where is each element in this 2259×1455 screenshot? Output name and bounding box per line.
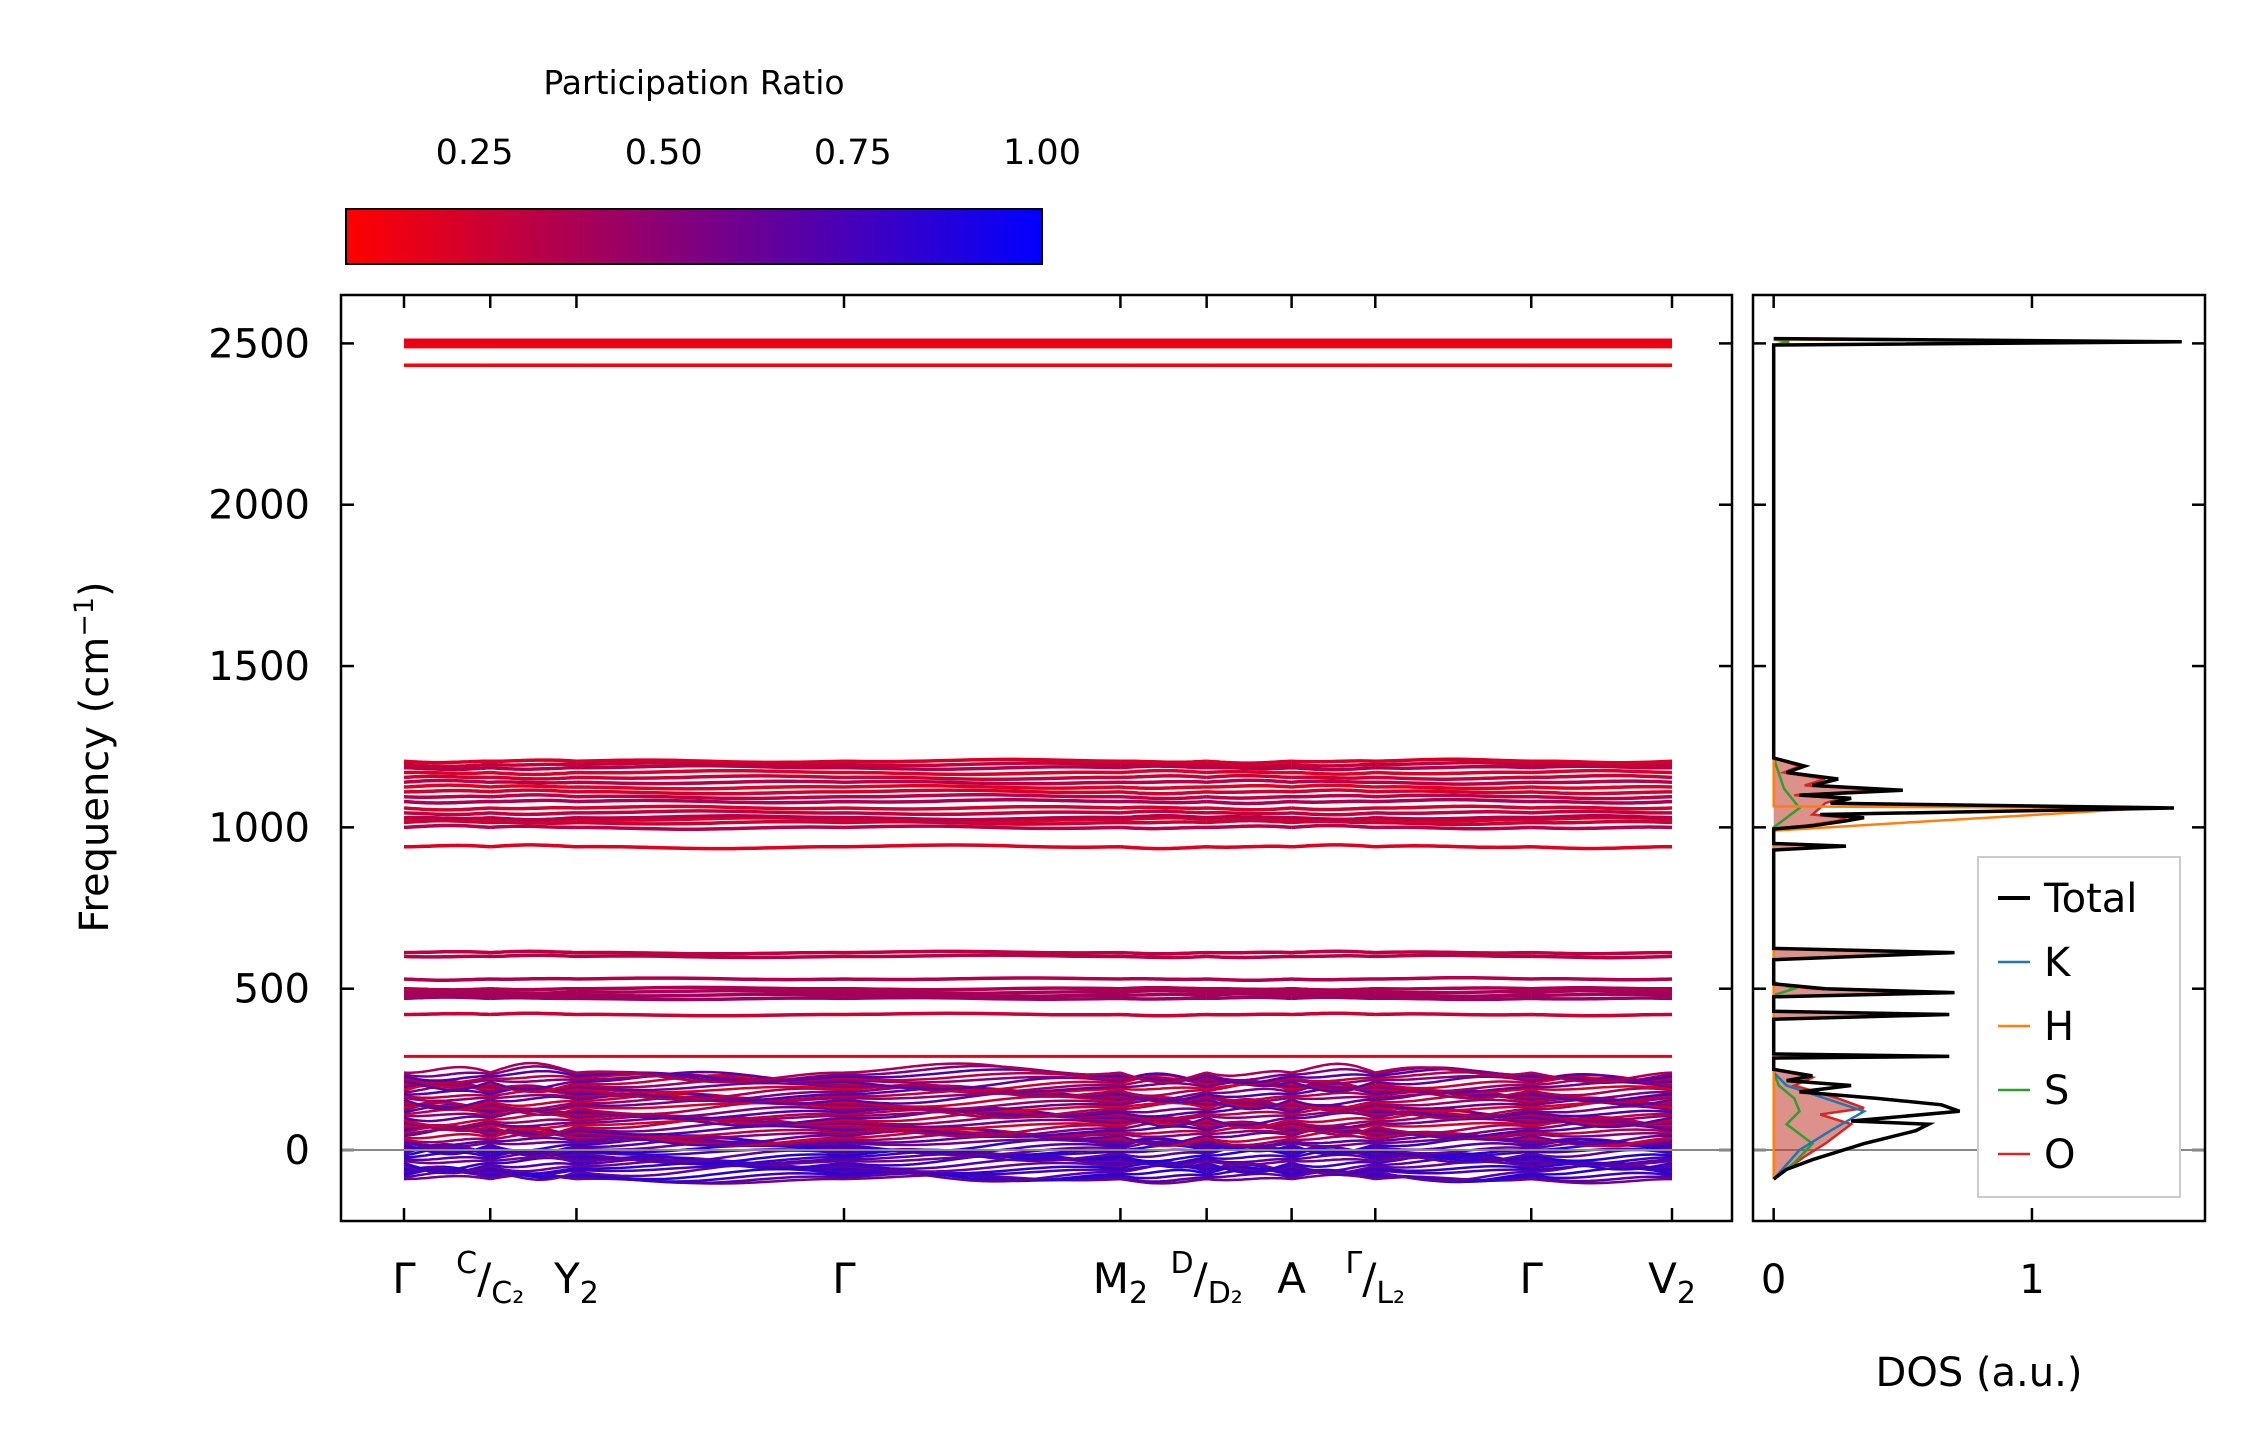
band-line xyxy=(403,1061,1673,1084)
colorbar-title: Participation Ratio xyxy=(543,63,844,102)
colorbar-tick-label: 0.25 xyxy=(436,133,514,173)
band-line xyxy=(403,764,1672,772)
band-line xyxy=(404,1011,1672,1018)
band-line xyxy=(403,809,1672,817)
y-tick-label: 500 xyxy=(234,967,310,1013)
path-tick-label: Γ xyxy=(1520,1254,1544,1303)
path-tick-label: Γ/L₂ xyxy=(1345,1246,1405,1311)
band-line xyxy=(403,814,1673,822)
legend-label: K xyxy=(2044,940,2072,986)
legend-label: O xyxy=(2044,1132,2075,1178)
y-axis-ticks: 0 500 1000 1500 2000 2500 xyxy=(208,321,1732,1174)
path-tick-label: Γ xyxy=(392,1254,416,1303)
colorbar-tick-label: 1.00 xyxy=(1003,133,1081,173)
y-tick-label: 1000 xyxy=(208,805,310,851)
y-axis-label: Frequency (cm−1) xyxy=(69,581,118,932)
dos-curve-total xyxy=(1771,336,2182,1181)
path-tick-label: Y2 xyxy=(553,1254,599,1311)
path-tick-label: M2 xyxy=(1093,1254,1148,1311)
legend-label: Total xyxy=(2043,876,2137,922)
dos-x-tick-label: 0 xyxy=(1761,1257,1786,1303)
path-ticks: Γ C/C₂ Y2 Γ M2 D/D₂ A Γ/L₂ Γ V2 xyxy=(392,295,1696,1311)
band-lines xyxy=(341,338,1732,1185)
path-tick-label: D/D₂ xyxy=(1170,1246,1242,1311)
colorbar: Participation Ratio 0.25 0.50 0.75 1.00 xyxy=(345,63,1081,265)
band-line xyxy=(404,768,1673,777)
band-line xyxy=(403,773,1673,782)
colorbar-ticks: 0.25 0.50 0.75 1.00 xyxy=(436,133,1081,264)
y-tick-label: 2500 xyxy=(208,321,310,367)
y-tick-label: 1500 xyxy=(208,644,310,690)
path-tick-label: C/C₂ xyxy=(456,1246,524,1311)
colorbar-gradient xyxy=(345,208,1043,265)
band-line xyxy=(403,757,1673,765)
band-line xyxy=(403,823,1673,831)
band-line xyxy=(403,992,1673,999)
band-line xyxy=(403,818,1673,827)
band-line xyxy=(404,788,1672,796)
dos-fill-o xyxy=(1773,758,1934,1180)
colorbar-tick-label: 0.75 xyxy=(814,133,892,173)
band-line xyxy=(403,783,1673,791)
band-line xyxy=(403,953,1673,960)
legend-label: S xyxy=(2044,1068,2069,1114)
band-line xyxy=(404,988,1673,995)
band-line xyxy=(403,778,1673,786)
band-line xyxy=(403,797,1673,806)
dos-x-tick-label: 1 xyxy=(2019,1257,2044,1303)
band-line xyxy=(403,985,1673,992)
y-tick-label: 0 xyxy=(285,1128,310,1174)
path-tick-label: V2 xyxy=(1648,1254,1696,1311)
band-line xyxy=(403,949,1672,956)
band-line xyxy=(404,843,1673,851)
band-line xyxy=(403,793,1673,801)
band-line xyxy=(403,995,1673,1002)
colorbar-tick-label: 0.50 xyxy=(625,133,703,173)
legend-label: H xyxy=(2044,1004,2074,1050)
dos-curve-k xyxy=(1772,1071,1868,1180)
path-tick-label: Γ xyxy=(832,1254,856,1303)
band-line xyxy=(403,760,1673,769)
band-line xyxy=(403,804,1673,812)
dos-plot-frame xyxy=(1751,293,2207,1223)
dos-x-axis-label: DOS (a.u.) xyxy=(1876,1350,2083,1396)
band-plot-frame xyxy=(339,293,1734,1223)
path-tick-label: A xyxy=(1277,1254,1306,1303)
y-tick-label: 2000 xyxy=(208,483,310,529)
band-line xyxy=(403,976,1673,983)
